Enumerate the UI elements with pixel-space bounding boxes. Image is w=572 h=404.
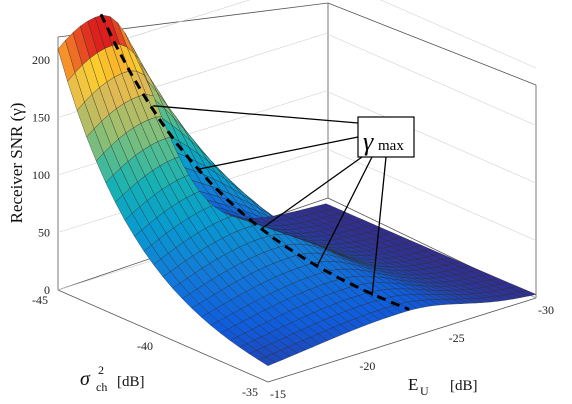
annotation-arrow [153,105,359,124]
z-tick-label: 50 [38,226,50,240]
gamma-max-annotation: γ max [153,105,415,297]
y-axis-label: σ 2 ch [dB] [80,363,145,394]
x-tick-label: -25 [449,331,465,345]
z-tick-label: 100 [32,168,50,182]
svg-text:[dB]: [dB] [117,374,145,390]
box-floor-front-left [57,289,269,383]
box-floor-front-right [267,297,537,383]
grid-z-back-right [325,90,537,184]
svg-text:E: E [408,375,418,394]
surface-patch [318,203,337,210]
box-top-right [327,2,537,86]
max-ridge-line [99,13,410,311]
y-tick-label: -40 [137,339,153,353]
z-tick-label: 200 [32,53,50,67]
y-tick-label: -35 [242,385,258,399]
z-tick-label: 150 [32,111,50,125]
svg-text:ch: ch [96,380,107,394]
annotation-arrow [260,156,363,230]
grid-z-back-right [325,148,537,241]
tick-labels: 0 50 100 150 200 -45 -40 -35 -15 -20 -25 -30 [32,53,554,401]
z-tick-label: 0 [44,283,50,297]
grid-z-back-right [380,0,537,69]
annotation-sub: max [378,138,404,154]
x-axis-label: E U [dB] [408,375,478,398]
annotation-arrow [199,136,359,170]
annotation-arrow [315,156,373,268]
svg-text:σ: σ [80,368,91,390]
surface-mesh [57,14,537,366]
svg-text:2: 2 [98,363,104,377]
z-axis-label: Receiver SNR (γ) [7,103,26,224]
x-tick-label: -15 [270,387,286,401]
annotation-box [357,116,415,158]
svg-text:[dB]: [dB] [450,378,478,394]
svg-text:U: U [420,384,429,398]
annotation-gamma: γ [363,127,374,156]
annotation-arrow [371,156,387,297]
x-tick-label: -20 [359,359,375,373]
x-tick-label: -30 [538,303,554,317]
grid-z-back-right [325,33,537,126]
y-tick-label: -45 [32,293,48,307]
